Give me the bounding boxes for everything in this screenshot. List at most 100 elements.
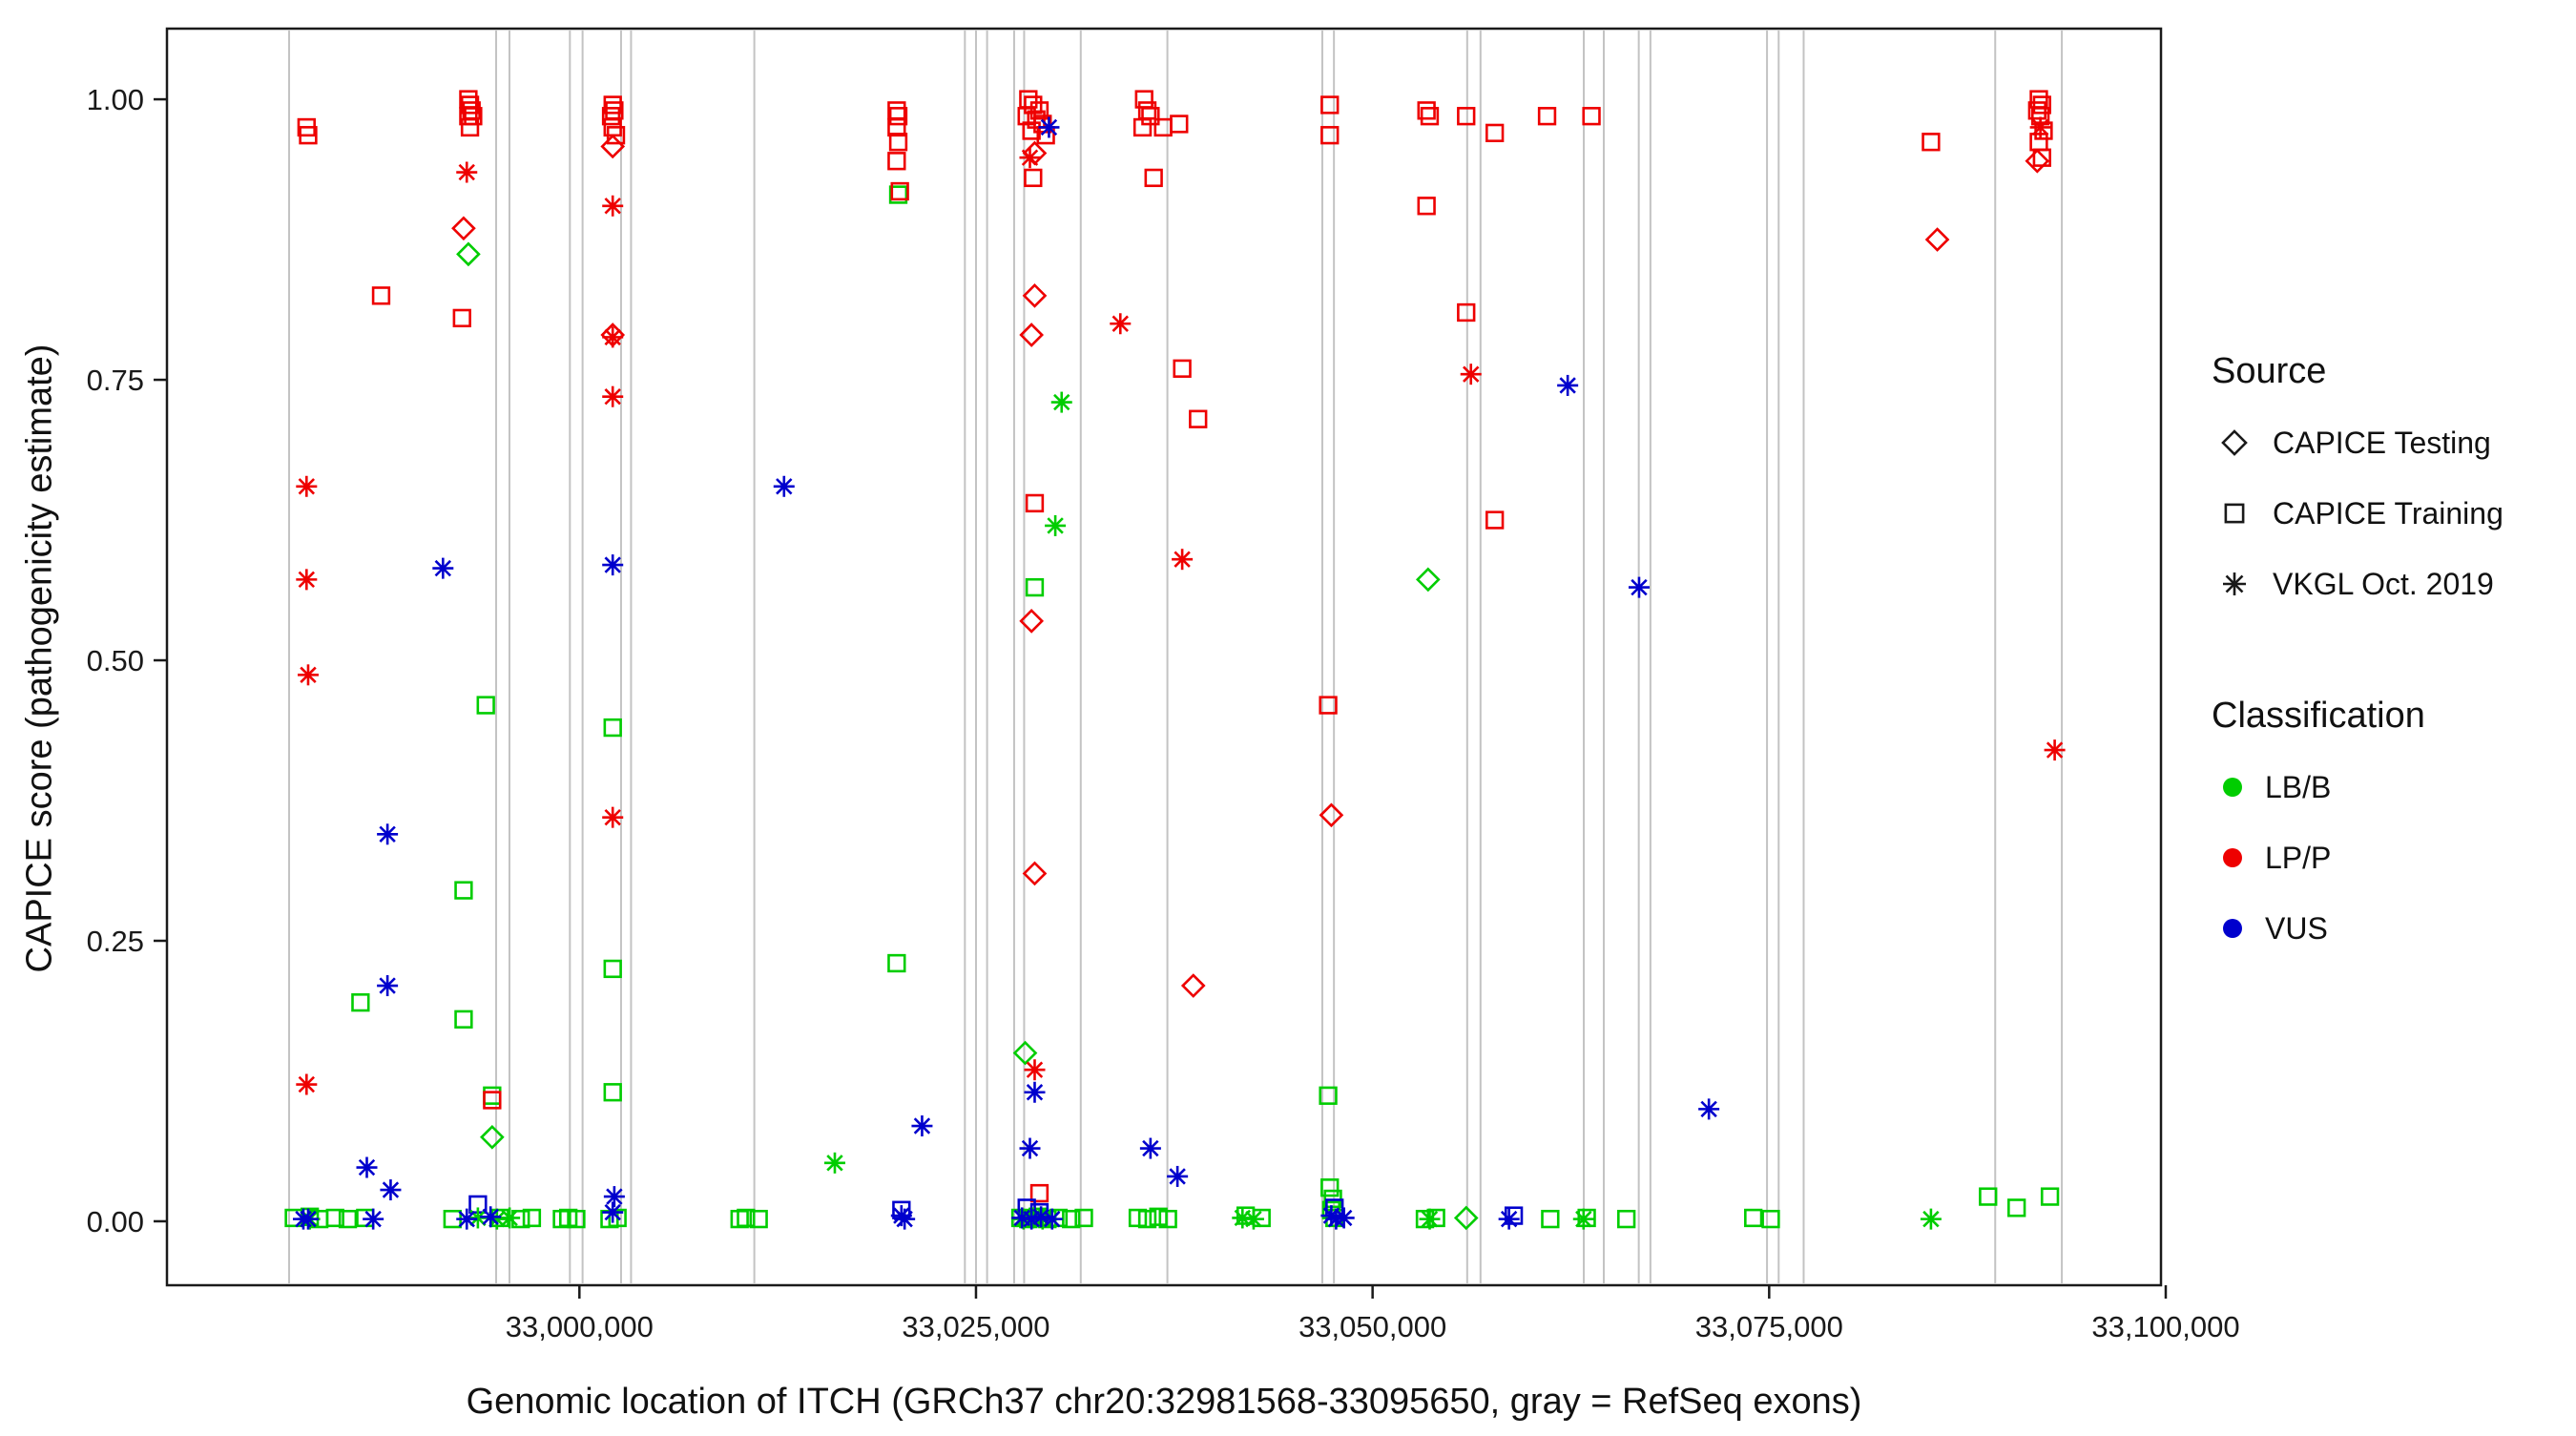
diamond-glyph xyxy=(2221,429,2248,456)
point-diamond-lp-p xyxy=(2025,148,2050,174)
asterisk-glyph xyxy=(2223,572,2246,595)
point-square-lp-p xyxy=(601,107,621,126)
point-square-lp-p xyxy=(1141,107,1160,126)
legend-classification-label: LB/B xyxy=(2265,769,2332,804)
x-tick-label: 33,025,000 xyxy=(902,1310,1049,1343)
point-square-lb-b xyxy=(454,881,473,900)
point-asterisk-lp-p xyxy=(602,385,624,407)
point-asterisk-lp-p xyxy=(1024,1059,1046,1081)
asterisk-icon xyxy=(2223,572,2246,595)
point-square-lp-p xyxy=(1485,510,1505,530)
y-tick-label: 0.25 xyxy=(87,925,144,958)
point-square-lp-p xyxy=(887,117,906,137)
point-asterisk-vus xyxy=(380,1179,402,1201)
point-asterisk-lp-p xyxy=(1019,147,1041,169)
x-tick-label: 33,100,000 xyxy=(2091,1310,2239,1343)
point-square-lp-p xyxy=(1417,101,1436,120)
point-asterisk-vus xyxy=(363,1208,384,1230)
legend-classification-lb-b: LB/B xyxy=(2212,752,2566,822)
point-square-lb-b xyxy=(1320,1178,1340,1197)
point-square-lp-p xyxy=(1025,493,1045,513)
point-asterisk-vus xyxy=(602,1201,624,1223)
point-square-lp-p xyxy=(888,107,908,126)
point-square-lp-p xyxy=(603,95,622,114)
legend-source-label: CAPICE Training xyxy=(2273,495,2503,531)
classification-dot-icon xyxy=(2223,848,2242,867)
legend-source-label: CAPICE Testing xyxy=(2273,425,2491,460)
point-square-lb-b xyxy=(1617,1209,1636,1229)
point-square-lp-p xyxy=(1029,101,1049,120)
point-square-lp-p xyxy=(1144,168,1163,188)
point-square-lp-p xyxy=(887,152,906,171)
point-square-lb-b xyxy=(1319,1086,1338,1105)
x-tick-label: 33,000,000 xyxy=(506,1310,654,1343)
point-asterisk-lb-b xyxy=(1050,391,1072,413)
diamond-icon xyxy=(2221,429,2248,456)
point-square-lp-p xyxy=(1170,114,1189,134)
point-square-lp-p xyxy=(1320,95,1340,114)
point-square-lb-b xyxy=(522,1208,542,1228)
legend: Source CAPICE Testing CAPICE Training VKGL… xyxy=(2212,351,2566,964)
y-tick-label: 0.50 xyxy=(87,644,144,677)
point-diamond-lp-p xyxy=(1180,973,1206,998)
point-asterisk-vus xyxy=(1628,576,1650,598)
point-asterisk-vus xyxy=(1698,1098,1720,1120)
point-asterisk-lp-p xyxy=(297,664,319,686)
point-asterisk-lb-b xyxy=(1572,1208,1594,1230)
legend-source-items: CAPICE Testing CAPICE Training VKGL Oct. 2… xyxy=(2212,407,2566,619)
point-asterisk-vus xyxy=(602,554,624,576)
point-square-lb-b xyxy=(2040,1187,2060,1206)
legend-source-label: VKGL Oct. 2019 xyxy=(2273,566,2494,601)
point-diamond-lb-b xyxy=(1416,567,1441,593)
point-square-lb-b xyxy=(1128,1208,1148,1228)
x-tick-label: 33,075,000 xyxy=(1695,1310,1843,1343)
point-square-lb-b xyxy=(749,1209,768,1229)
point-asterisk-lp-p xyxy=(296,1073,318,1095)
legend-source-vkgl-oct-2019: VKGL Oct. 2019 xyxy=(2212,549,2566,619)
square-glyph xyxy=(2224,503,2245,524)
point-square-lp-p xyxy=(890,181,909,201)
point-asterisk-lp-p xyxy=(296,569,318,591)
point-square-lp-p xyxy=(1024,95,1043,114)
point-square-lb-b xyxy=(1074,1208,1093,1228)
point-square-lp-p xyxy=(1457,302,1476,323)
point-asterisk-lb-b xyxy=(1242,1208,1264,1230)
point-asterisk-vus xyxy=(1021,1208,1043,1230)
point-asterisk-lp-p xyxy=(602,326,624,348)
point-asterisk-vus xyxy=(1557,374,1579,396)
point-asterisk-vus xyxy=(1038,116,1060,138)
point-square-lb-b xyxy=(1761,1209,1780,1229)
point-square-lb-b xyxy=(1979,1187,1998,1206)
point-square-lb-b xyxy=(603,959,622,979)
point-square-lb-b xyxy=(1541,1209,1560,1229)
point-diamond-lp-p xyxy=(1022,861,1048,886)
y-tick-label: 1.00 xyxy=(87,83,144,116)
point-asterisk-vus xyxy=(911,1115,933,1137)
point-asterisk-vus xyxy=(480,1206,502,1228)
point-asterisk-vus xyxy=(1333,1207,1355,1229)
x-tick-label: 33,050,000 xyxy=(1298,1310,1446,1343)
point-square-lp-p xyxy=(1457,107,1476,126)
point-square-lp-p xyxy=(1320,126,1340,145)
point-asterisk-lb-b xyxy=(1419,1208,1441,1230)
point-square-lb-b xyxy=(454,1009,473,1029)
y-tick-label: 0.00 xyxy=(87,1205,144,1238)
plot-panel-border xyxy=(165,27,2163,1287)
point-square-lp-p xyxy=(888,133,908,152)
point-square-lp-p xyxy=(1137,101,1157,120)
point-diamond-lb-b xyxy=(456,241,481,267)
legend-source-title: Source xyxy=(2212,351,2327,391)
point-square-lb-b xyxy=(338,1209,358,1229)
point-asterisk-lp-p xyxy=(296,475,318,497)
point-square-lb-b xyxy=(351,993,370,1012)
point-asterisk-lb-b xyxy=(823,1152,845,1174)
point-square-lb-b xyxy=(1158,1209,1177,1229)
point-square-lp-p xyxy=(1173,359,1192,378)
square-icon xyxy=(2224,503,2245,524)
point-square-lb-b xyxy=(737,1208,756,1228)
point-square-lp-p xyxy=(371,286,391,305)
point-square-lb-b xyxy=(603,1083,622,1102)
point-asterisk-lp-p xyxy=(2029,116,2051,138)
point-square-lp-p xyxy=(1417,197,1436,216)
